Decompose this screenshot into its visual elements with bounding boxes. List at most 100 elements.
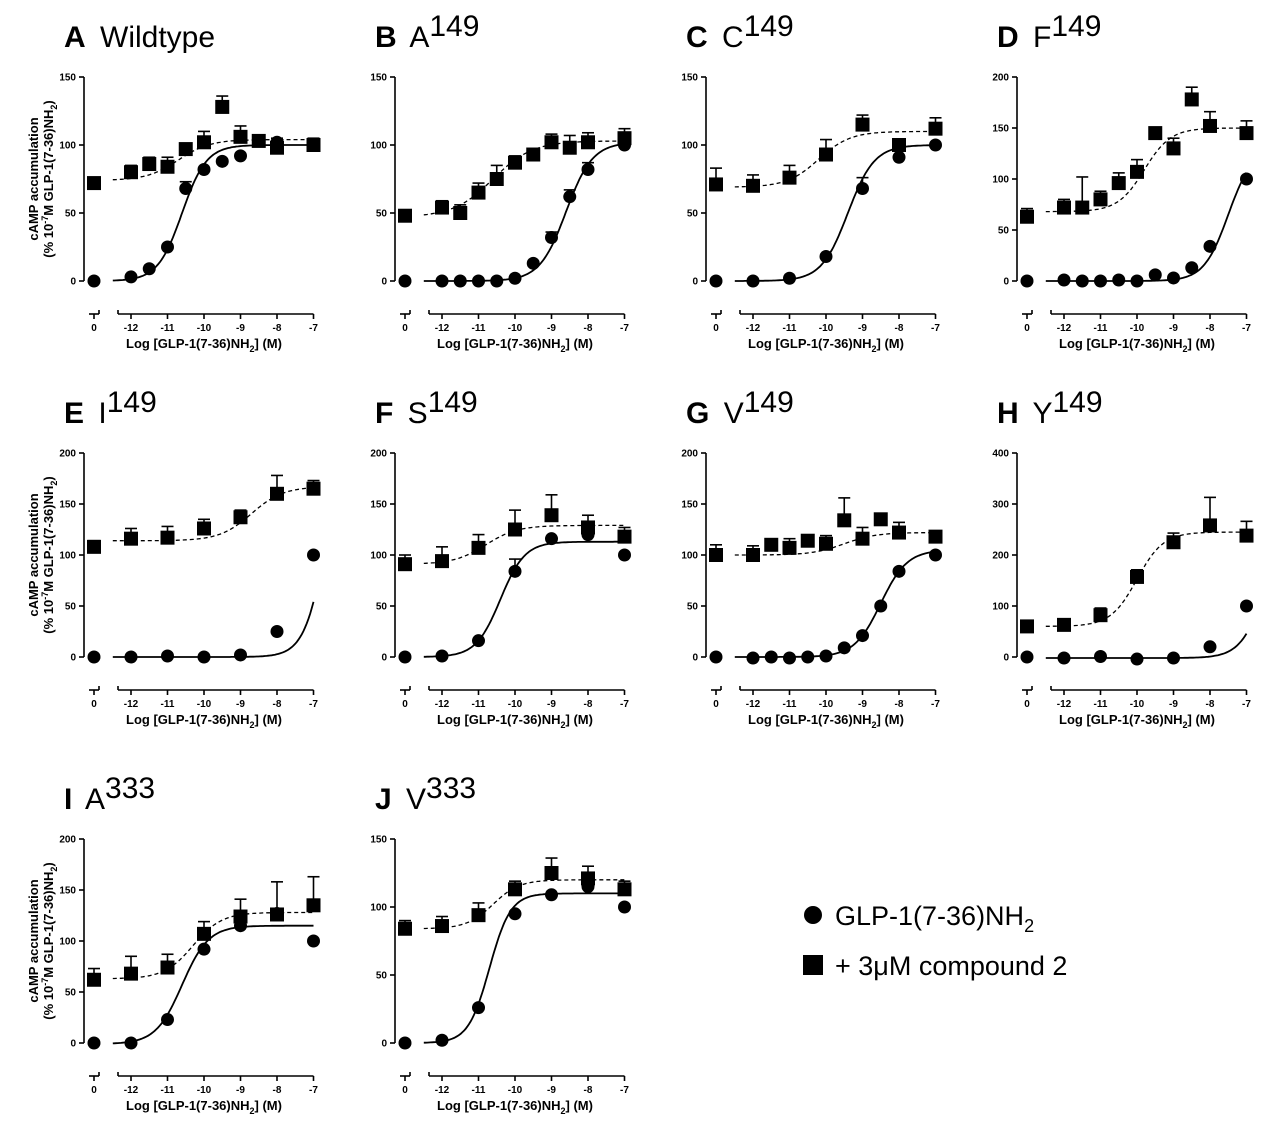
x-tick-label: -7 — [1242, 323, 1251, 334]
data-point-compound — [855, 117, 870, 132]
panel-h: H Y149 0 100 200 300 400 0 -12 -11 -10 -9 -8 -7 Log [… — [992, 386, 1254, 730]
data-point-compound — [435, 200, 449, 215]
data-point-glp1 — [783, 271, 796, 285]
panel-title-gap — [708, 21, 716, 54]
x-tick-label: -11 — [472, 699, 486, 710]
data-point-compound — [764, 537, 779, 552]
data-point-compound — [508, 522, 522, 537]
fit-curve-glp1 — [1045, 172, 1248, 282]
y-axis-label-line2: (% 10-7M GLP-1(7-36)NH2) — [40, 862, 59, 1020]
data-point-glp1 — [929, 138, 942, 152]
y-axis-label-line1: cAMP accumulation — [26, 879, 41, 1002]
data-point-glp1 — [1130, 274, 1144, 288]
y-tick-label: 0 — [1003, 653, 1009, 664]
data-point-glp1 — [545, 532, 558, 546]
panel-name: Wildtype — [100, 21, 215, 54]
panel-title: C C149 — [686, 10, 794, 54]
panel-name-sup: 149 — [107, 386, 157, 419]
x-axis-label: Log [GLP-1(7-36)NH2] (M) — [126, 712, 282, 730]
fit-curve-glp1 — [423, 540, 625, 658]
data-point-glp1 — [1094, 274, 1107, 288]
data-point-glp1 — [892, 150, 906, 164]
y-tick-label: 100 — [681, 551, 698, 562]
panel-letter: F — [375, 397, 393, 430]
y-tick-label: 200 — [992, 551, 1009, 562]
data-point-glp1 — [1020, 650, 1034, 664]
fit-curve-glp1 — [734, 144, 936, 282]
data-point-glp1 — [801, 650, 815, 664]
y-tick-label: 0 — [692, 653, 698, 664]
data-point-compound — [1239, 126, 1254, 141]
data-point-glp1 — [435, 274, 449, 288]
x-axis-label-sub: 2 — [561, 344, 566, 354]
data-point-glp1 — [215, 154, 229, 168]
data-point-glp1 — [398, 274, 412, 288]
y-axis-label-sub: 2 — [49, 867, 59, 872]
panel-e: E I149 0 50 100 150 200 0 -12 -11 -10 -9 -8 -7 Log [G… — [26, 386, 321, 730]
data-point-compound — [270, 140, 284, 155]
data-point-glp1 — [179, 182, 193, 196]
data-point-compound — [197, 926, 211, 941]
data-point-glp1 — [1057, 273, 1071, 287]
data-point-glp1 — [234, 149, 247, 163]
panel-letter: G — [686, 397, 709, 430]
data-point-glp1 — [526, 256, 540, 270]
legend-label-main: GLP-1(7-36)NH — [835, 901, 1024, 931]
data-point-compound — [471, 185, 486, 200]
data-point-glp1 — [124, 650, 138, 664]
x-tick-label: -12 — [435, 1085, 450, 1096]
y-tick-label: 0 — [70, 653, 76, 664]
x-axis-label: Log [GLP-1(7-36)NH2] (M) — [1059, 712, 1215, 730]
panel-title: B A149 — [375, 10, 479, 54]
y-axis-label-c: ) — [41, 476, 56, 480]
data-point-glp1 — [1240, 172, 1253, 186]
data-point-compound — [1166, 535, 1181, 550]
panel-title: I A333 — [64, 772, 155, 816]
x-tick-label: -12 — [1057, 699, 1072, 710]
data-point-glp1 — [435, 1033, 449, 1047]
data-point-glp1 — [892, 564, 906, 578]
data-point-glp1 — [1057, 651, 1071, 665]
fit-curve-compound — [112, 911, 314, 980]
data-point-glp1 — [142, 262, 156, 276]
y-tick-label: 50 — [65, 602, 77, 613]
x-tick-label: -12 — [1057, 323, 1072, 334]
data-point-glp1 — [874, 599, 888, 613]
x-axis-label-end: ] (M) — [1188, 336, 1215, 351]
data-point-compound — [160, 960, 175, 975]
x-tick-label: -10 — [197, 699, 212, 710]
x-axis-label-sub: 2 — [250, 344, 255, 354]
y-tick-label: 50 — [998, 226, 1010, 237]
x-tick-label: -10 — [1130, 323, 1145, 334]
data-point-glp1 — [398, 650, 412, 664]
x-tick-label: -8 — [273, 323, 282, 334]
x-tick-label: -11 — [783, 699, 797, 710]
panel-i: I A333 0 50 100 150 200 0 -12 -11 -10 -9 -8 -7 Log [G… — [26, 772, 321, 1116]
panel-letter: E — [64, 397, 84, 430]
data-point-compound — [435, 554, 449, 569]
panel-d: D F149 0 50 100 150 200 0 -12 -11 -10 -9 -8 -7 Log [G… — [992, 10, 1254, 354]
x-tick-label: -11 — [783, 323, 797, 334]
y-tick-label: 200 — [992, 73, 1009, 84]
x-axis-label-sub: 2 — [561, 720, 566, 730]
y-axis-label-c: ) — [41, 862, 56, 866]
data-point-compound — [617, 529, 632, 544]
x-tick-label: -11 — [472, 323, 486, 334]
y-tick-label: 100 — [370, 141, 387, 152]
y-axis-label-line2: (% 10-7M GLP-1(7-36)NH2) — [40, 476, 59, 634]
data-point-compound — [124, 966, 138, 981]
data-point-compound — [709, 548, 723, 562]
panel-title-gap — [709, 397, 717, 430]
data-point-glp1 — [124, 270, 138, 284]
x-tick-label: -10 — [819, 699, 834, 710]
panel-letter: D — [997, 21, 1019, 54]
data-point-glp1 — [819, 649, 833, 663]
data-point-glp1 — [490, 274, 504, 288]
data-point-glp1 — [1185, 261, 1199, 275]
x-tick-label: -9 — [858, 699, 867, 710]
x-tick-label: -7 — [620, 699, 629, 710]
data-point-compound — [1075, 200, 1090, 215]
data-point-compound — [581, 871, 595, 886]
